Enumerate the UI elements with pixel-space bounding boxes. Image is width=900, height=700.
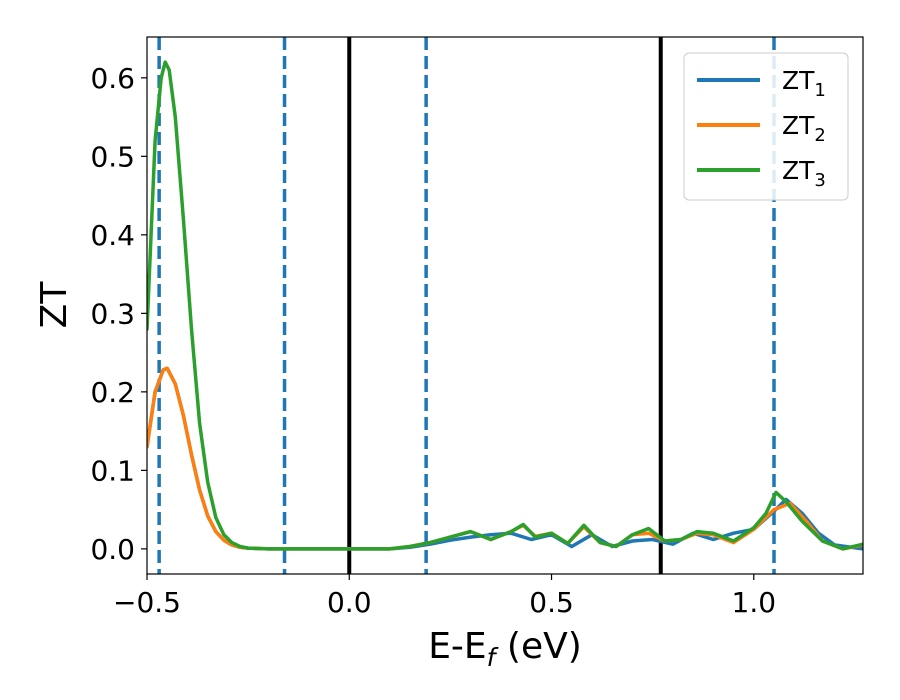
- legend-label-zt1-sub: 1: [814, 80, 825, 101]
- series-line-zt1: [147, 366, 863, 551]
- legend: ZT1 ZT2 ZT3: [683, 52, 849, 201]
- x-tick-label: 0.5: [529, 586, 574, 619]
- series-lines: [147, 60, 863, 551]
- legend-box: [683, 52, 849, 201]
- legend-label-zt3-sub: 3: [814, 170, 825, 191]
- legend-label-zt3: ZT3: [782, 156, 826, 191]
- y-ticks: 0.0 0.1 0.2 0.3 0.4 0.5 0.6: [90, 62, 147, 566]
- x-tick-label: 0.0: [327, 586, 372, 619]
- legend-label-zt2-sub: 2: [814, 125, 825, 146]
- x-tick-label: −0.5: [113, 586, 181, 619]
- y-tick-label: 0.3: [90, 297, 135, 330]
- legend-label-zt2: ZT2: [782, 111, 826, 146]
- series-line-zt3: [147, 60, 863, 551]
- y-tick-label: 0.4: [90, 219, 135, 252]
- y-tick-label: 0.2: [90, 376, 135, 409]
- x-axis-label-unit: (eV): [495, 626, 581, 667]
- series-line-zt2: [147, 366, 863, 551]
- reference-lines: [157, 37, 776, 574]
- x-tick-label: 1.0: [732, 586, 777, 619]
- y-tick-label: 0.6: [90, 62, 135, 95]
- y-tick-label: 0.5: [90, 140, 135, 173]
- y-tick-label: 0.1: [90, 454, 135, 487]
- x-ticks: −0.5 0.0 0.5 1.0: [113, 574, 776, 619]
- legend-label-zt1: ZT1: [782, 66, 826, 101]
- plot-frame: [146, 36, 864, 575]
- y-axis-label: ZT: [34, 281, 75, 329]
- x-axis-label: E-Ef (eV): [428, 626, 582, 672]
- y-tick-label: 0.0: [90, 533, 135, 566]
